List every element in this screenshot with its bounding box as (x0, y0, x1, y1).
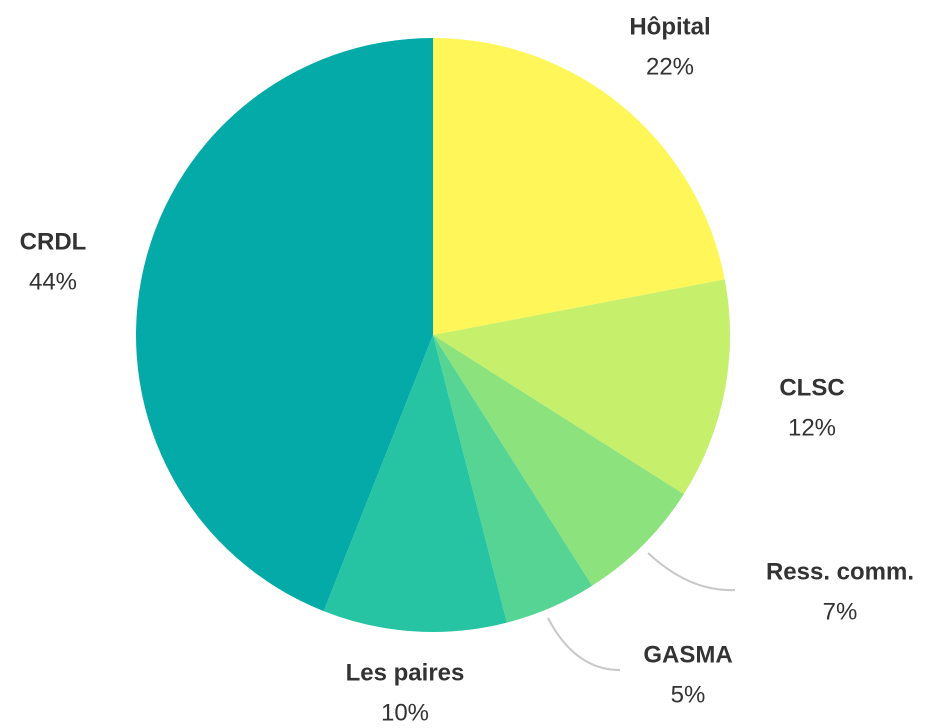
slice-label: Ress. comm. (766, 558, 914, 585)
slice-value: 10% (381, 699, 429, 726)
pie-slice (433, 335, 593, 623)
slice-label: CLSC (779, 374, 844, 401)
pie-slice (135, 38, 433, 612)
slice-label: Hôpital (629, 13, 710, 40)
pie-slice (323, 335, 507, 632)
slice-value: 22% (646, 53, 694, 80)
slice-label: GASMA (643, 641, 732, 668)
slice-value: 44% (29, 268, 77, 295)
pie-slice (433, 335, 684, 586)
slice-value: 5% (671, 681, 706, 708)
slice-label: Les paires (346, 659, 465, 686)
slice-value: 12% (788, 414, 836, 441)
leader-line (547, 617, 621, 671)
pie-slice (433, 38, 725, 335)
slice-label: CRDL (20, 228, 87, 255)
pie-slice (433, 279, 731, 495)
slice-value: 7% (823, 598, 858, 625)
leader-line (647, 552, 736, 592)
